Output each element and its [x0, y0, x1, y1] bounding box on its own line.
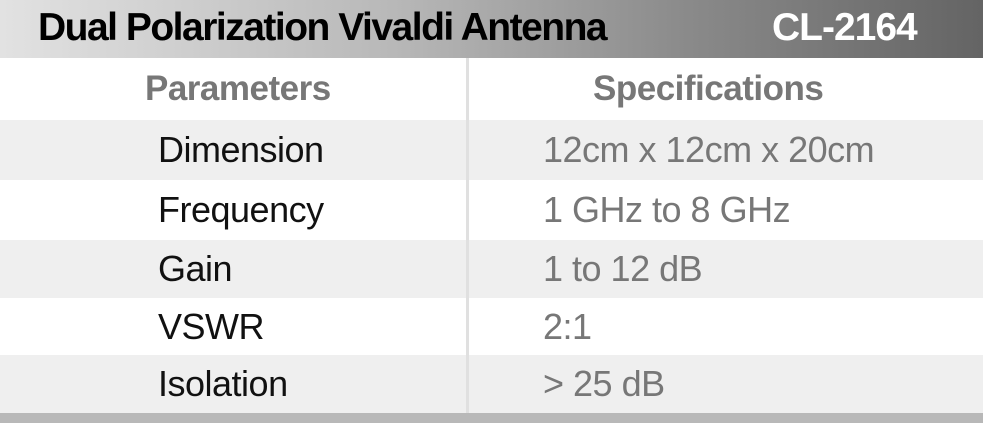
parameter-cell: Isolation [158, 363, 288, 404]
specification-cell: 1 to 12 dB [543, 248, 703, 289]
specification-cell: > 25 dB [543, 363, 665, 404]
specification-cell: 1 GHz to 8 GHz [543, 189, 791, 230]
table-row: Frequency 1 GHz to 8 GHz [0, 180, 983, 240]
table-row: Gain 1 to 12 dB [0, 240, 983, 298]
parameter-cell: Gain [158, 248, 233, 289]
specification-cell: 2:1 [543, 305, 592, 347]
table-row: VSWR 2:1 [0, 298, 983, 355]
parameter-cell: VSWR [158, 305, 265, 347]
parameter-cell: Frequency [158, 189, 324, 230]
table-header: Parameters Specifications [0, 58, 983, 120]
header-parameters: Parameters [145, 69, 331, 108]
parameter-cell: Dimension [158, 129, 324, 170]
model-number: CL-2164 [772, 6, 918, 49]
specification-cell: 12cm x 12cm x 20cm [543, 129, 875, 170]
header-specifications: Specifications [593, 69, 824, 108]
table-row: Isolation > 25 dB [0, 355, 983, 413]
table-row: Dimension 12cm x 12cm x 20cm [0, 120, 983, 180]
column-divider [466, 58, 469, 413]
title-bar: Dual Polarization Vivaldi Antenna CL-216… [0, 0, 983, 58]
product-name: Dual Polarization Vivaldi Antenna [38, 6, 608, 49]
bottom-border [0, 413, 983, 423]
